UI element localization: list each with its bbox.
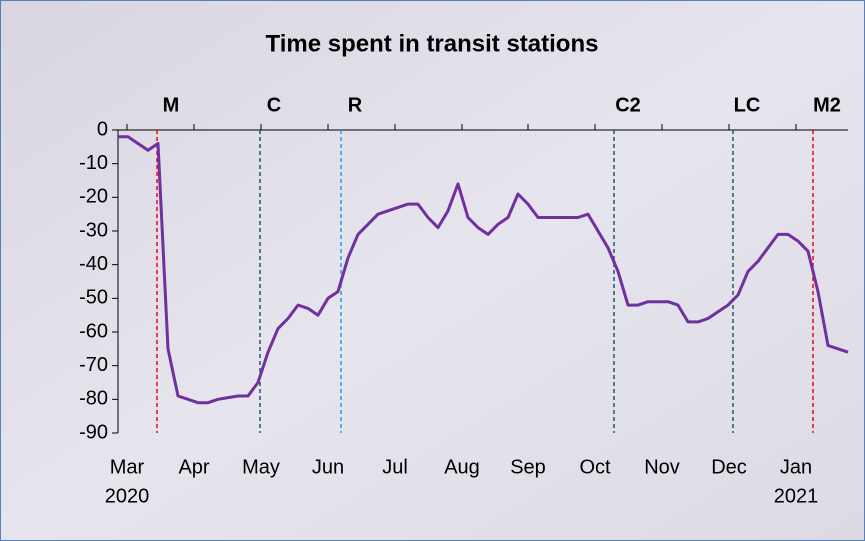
y-tick-label: -40 [79,253,108,275]
chart-title: Time spent in transit stations [266,30,599,57]
event-label: C2 [615,94,641,116]
y-tick-label: -10 [79,152,108,174]
x-tick-label: Jan [780,456,812,478]
x-tick-label: Apr [178,456,209,478]
y-tick-label: -90 [79,421,108,443]
y-tick-label: -70 [79,354,108,376]
event-label: C [267,94,281,116]
chart: Time spent in transit stations 0 -10 -20 -3… [0,0,865,541]
y-tick-label: -60 [79,320,108,342]
x-tick-label: Oct [579,456,611,478]
x-tick-label: Nov [644,456,680,478]
x-tick-label: Jul [382,456,408,478]
event-label: R [348,94,363,116]
event-label: LC [734,94,761,116]
x-tick-label: May [242,456,280,478]
x-year-label: 2020 [105,485,150,507]
x-tick-label: Aug [444,456,480,478]
event-label: M2 [813,94,841,116]
x-tick-label: Jun [312,456,344,478]
y-tick-label: 0 [97,118,108,140]
x-tick-label: Mar [110,456,145,478]
x-tick-label: Sep [510,456,546,478]
y-tick-label: -80 [79,388,108,410]
y-tick-label: -20 [79,186,108,208]
x-year-label: 2021 [774,485,819,507]
event-label: M [163,94,180,116]
y-tick-label: -50 [79,287,108,309]
y-tick-label: -30 [79,219,108,241]
x-tick-label: Dec [711,456,747,478]
